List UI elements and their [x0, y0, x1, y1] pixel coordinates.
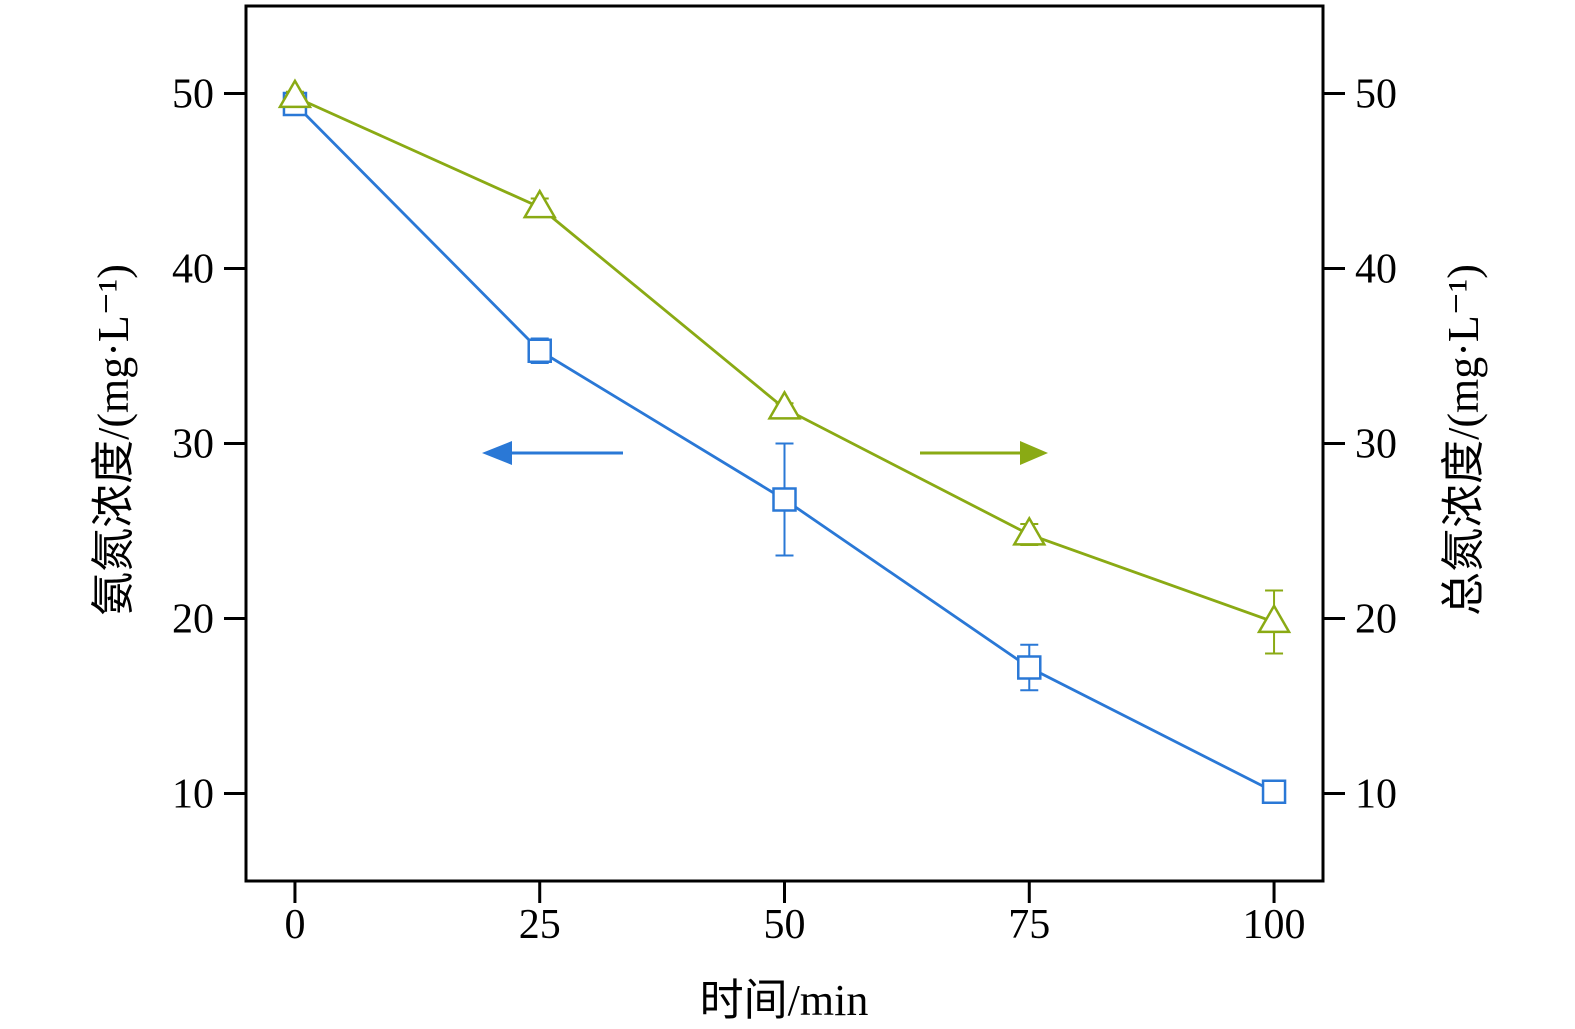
x-axis-title: 时间/min — [700, 976, 869, 1025]
arrow-right-head — [1020, 441, 1048, 465]
arrow-left-head — [482, 441, 512, 465]
data-point-triangle — [277, 78, 313, 109]
data-point-triangle — [522, 188, 557, 219]
y-tick-label-right: 30 — [1355, 422, 1397, 468]
data-point-square — [1261, 779, 1287, 804]
x-tick-label: 100 — [1243, 902, 1306, 948]
data-point-square — [527, 338, 552, 363]
data-point-square — [1017, 655, 1042, 680]
y-tick-label-right: 20 — [1355, 597, 1397, 643]
y-tick-label-right: 10 — [1355, 772, 1397, 818]
y-tick-label-left: 30 — [172, 422, 214, 468]
series-1 — [282, 91, 1287, 804]
plot-layer: 0 25 50 75 100 10 10 20 20 30 30 40 40 50 50 — [172, 4, 1397, 948]
y-axis-title-left: 氨氮浓度/(mg·L⁻¹) — [89, 264, 138, 616]
x-tick-label: 50 — [764, 902, 806, 948]
data-point-triangle — [767, 389, 802, 420]
y-tick-label-right: 50 — [1355, 72, 1397, 118]
y-tick-label-left: 40 — [172, 247, 214, 293]
x-tick-label: 75 — [1008, 902, 1050, 948]
y-tick-label-left: 20 — [172, 597, 214, 643]
y-tick-label-left: 10 — [172, 772, 214, 818]
y-tick-label-right: 40 — [1355, 247, 1397, 293]
data-point-square — [772, 487, 797, 512]
series-2 — [277, 78, 1292, 655]
data-point-triangle — [1012, 515, 1047, 546]
x-tick-label: 25 — [519, 902, 561, 948]
data-point-triangle — [1256, 603, 1292, 634]
x-tick-label: 0 — [284, 902, 305, 948]
y-tick-label-left: 50 — [172, 72, 214, 118]
y-axis-title-right: 总氮浓度/(mg·L⁻¹) — [1439, 264, 1488, 616]
